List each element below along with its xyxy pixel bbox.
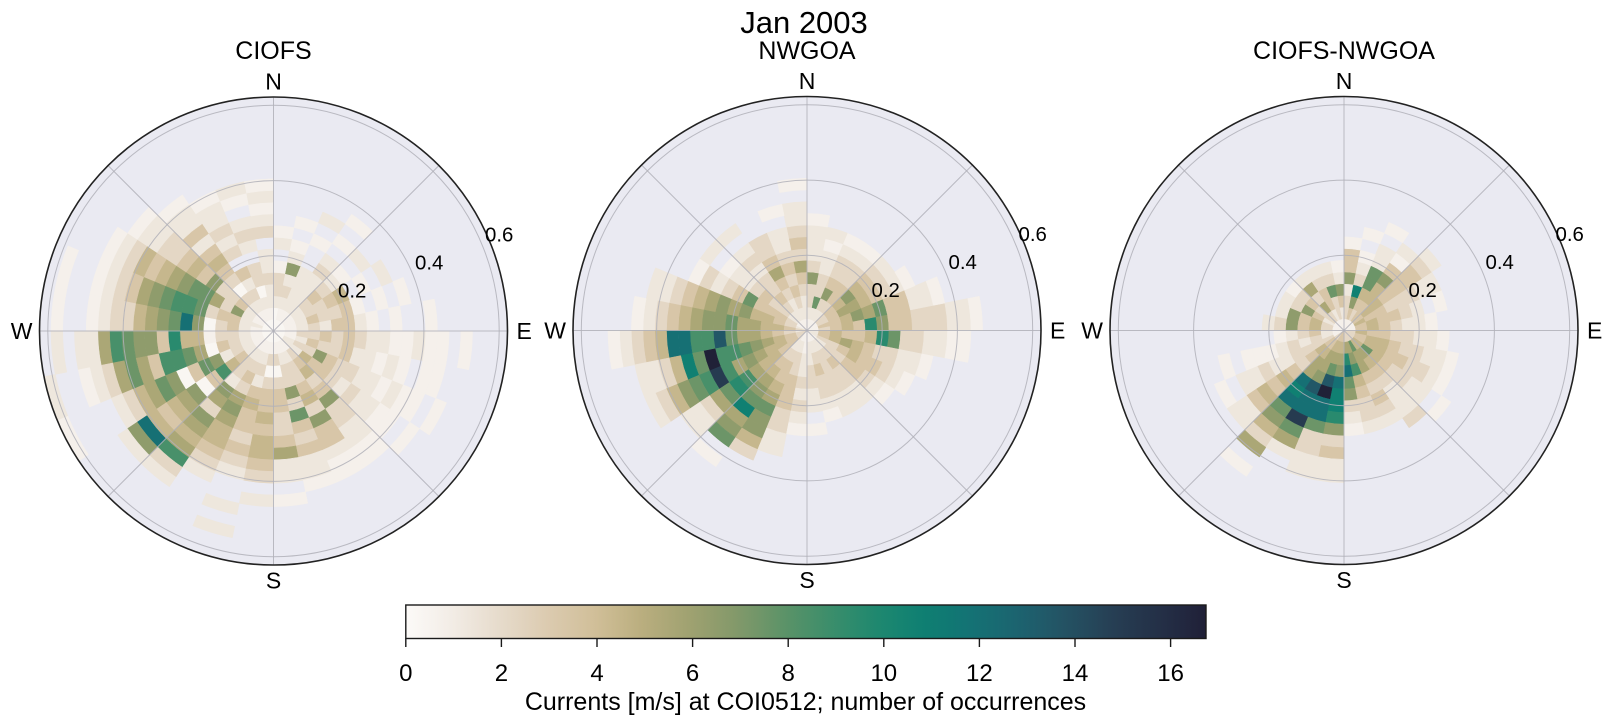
svg-text:0.2: 0.2 — [1409, 280, 1437, 302]
svg-text:E: E — [517, 318, 532, 344]
svg-text:N: N — [1336, 68, 1353, 94]
svg-text:CIOFS-NWGOA: CIOFS-NWGOA — [1253, 37, 1435, 65]
svg-text:N: N — [265, 69, 282, 95]
svg-text:E: E — [1587, 318, 1602, 344]
svg-text:Currents [m/s] at COI0512; num: Currents [m/s] at COI0512; number of occ… — [525, 688, 1086, 716]
svg-text:W: W — [544, 318, 566, 344]
svg-text:14: 14 — [1062, 660, 1089, 687]
svg-text:0.6: 0.6 — [1556, 224, 1584, 246]
svg-text:S: S — [1336, 567, 1351, 593]
svg-text:S: S — [266, 568, 281, 594]
svg-text:0.4: 0.4 — [415, 253, 443, 275]
svg-text:6: 6 — [686, 660, 699, 687]
svg-text:0.2: 0.2 — [872, 280, 900, 302]
svg-text:N: N — [799, 68, 816, 94]
svg-text:0.6: 0.6 — [1019, 224, 1047, 246]
svg-text:0.2: 0.2 — [338, 281, 366, 303]
svg-text:0.6: 0.6 — [485, 225, 513, 247]
svg-text:2: 2 — [495, 660, 508, 687]
svg-text:10: 10 — [870, 660, 897, 687]
svg-text:E: E — [1050, 318, 1065, 344]
svg-text:0.4: 0.4 — [1486, 252, 1514, 274]
svg-text:16: 16 — [1157, 660, 1184, 687]
svg-text:0.4: 0.4 — [949, 252, 977, 274]
svg-text:S: S — [799, 567, 814, 593]
svg-text:W: W — [11, 318, 33, 344]
svg-text:Jan 2003: Jan 2003 — [740, 5, 868, 40]
svg-text:4: 4 — [590, 660, 603, 687]
svg-text:8: 8 — [782, 660, 795, 687]
svg-text:12: 12 — [966, 660, 993, 687]
svg-text:0: 0 — [399, 660, 412, 687]
svg-text:NWGOA: NWGOA — [758, 37, 856, 65]
svg-text:W: W — [1081, 318, 1103, 344]
svg-text:CIOFS: CIOFS — [235, 37, 311, 65]
